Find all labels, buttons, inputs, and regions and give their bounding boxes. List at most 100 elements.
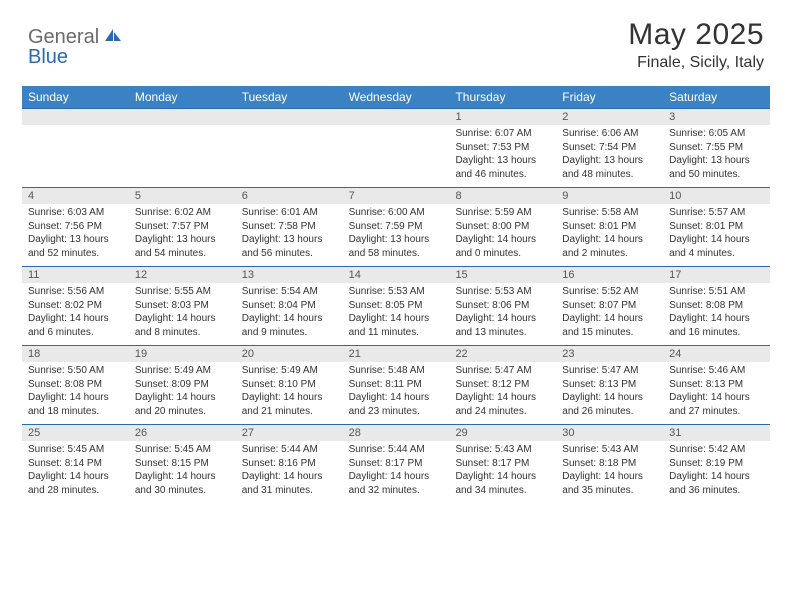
day-number: 12 xyxy=(129,267,236,283)
day-cell xyxy=(343,125,450,187)
day-cell: Sunrise: 5:53 AM Sunset: 8:06 PM Dayligh… xyxy=(449,283,556,345)
brand-text-blue: Blue xyxy=(28,46,68,68)
day-number xyxy=(22,109,129,125)
day-number: 13 xyxy=(236,267,343,283)
week-row: 18192021222324Sunrise: 5:50 AM Sunset: 8… xyxy=(22,345,770,424)
day-number: 28 xyxy=(343,425,450,441)
day-number: 23 xyxy=(556,346,663,362)
day-number-row: 123 xyxy=(22,108,770,125)
day-number: 22 xyxy=(449,346,556,362)
day-cell: Sunrise: 6:06 AM Sunset: 7:54 PM Dayligh… xyxy=(556,125,663,187)
day-number xyxy=(236,109,343,125)
day-header-sun: Sunday xyxy=(22,86,129,108)
day-number: 2 xyxy=(556,109,663,125)
day-cell xyxy=(129,125,236,187)
day-header-tue: Tuesday xyxy=(236,86,343,108)
day-number: 5 xyxy=(129,188,236,204)
day-cell: Sunrise: 5:49 AM Sunset: 8:09 PM Dayligh… xyxy=(129,362,236,424)
day-number: 26 xyxy=(129,425,236,441)
day-content-row: Sunrise: 6:03 AM Sunset: 7:56 PM Dayligh… xyxy=(22,204,770,266)
day-cell: Sunrise: 5:53 AM Sunset: 8:05 PM Dayligh… xyxy=(343,283,450,345)
day-cell: Sunrise: 5:46 AM Sunset: 8:13 PM Dayligh… xyxy=(663,362,770,424)
day-header-fri: Friday xyxy=(556,86,663,108)
day-cell: Sunrise: 5:44 AM Sunset: 8:17 PM Dayligh… xyxy=(343,441,450,503)
day-cell: Sunrise: 5:54 AM Sunset: 8:04 PM Dayligh… xyxy=(236,283,343,345)
week-row: 11121314151617Sunrise: 5:56 AM Sunset: 8… xyxy=(22,266,770,345)
day-number-row: 25262728293031 xyxy=(22,424,770,441)
day-cell: Sunrise: 6:00 AM Sunset: 7:59 PM Dayligh… xyxy=(343,204,450,266)
day-number xyxy=(343,109,450,125)
title-block: May 2025 Finale, Sicily, Italy xyxy=(628,18,764,72)
day-cell: Sunrise: 5:52 AM Sunset: 8:07 PM Dayligh… xyxy=(556,283,663,345)
brand-logo: General xyxy=(28,18,125,49)
day-header-mon: Monday xyxy=(129,86,236,108)
day-number: 3 xyxy=(663,109,770,125)
day-number-row: 11121314151617 xyxy=(22,266,770,283)
day-number: 11 xyxy=(22,267,129,283)
day-cell: Sunrise: 5:49 AM Sunset: 8:10 PM Dayligh… xyxy=(236,362,343,424)
day-cell: Sunrise: 5:48 AM Sunset: 8:11 PM Dayligh… xyxy=(343,362,450,424)
day-cell: Sunrise: 5:50 AM Sunset: 8:08 PM Dayligh… xyxy=(22,362,129,424)
day-number: 6 xyxy=(236,188,343,204)
day-number: 25 xyxy=(22,425,129,441)
day-header-row: Sunday Monday Tuesday Wednesday Thursday… xyxy=(22,86,770,108)
day-content-row: Sunrise: 5:45 AM Sunset: 8:14 PM Dayligh… xyxy=(22,441,770,503)
day-content-row: Sunrise: 5:56 AM Sunset: 8:02 PM Dayligh… xyxy=(22,283,770,345)
day-content-row: Sunrise: 6:07 AM Sunset: 7:53 PM Dayligh… xyxy=(22,125,770,187)
day-number: 27 xyxy=(236,425,343,441)
day-header-thu: Thursday xyxy=(449,86,556,108)
day-number: 4 xyxy=(22,188,129,204)
day-number: 17 xyxy=(663,267,770,283)
week-row: 123Sunrise: 6:07 AM Sunset: 7:53 PM Dayl… xyxy=(22,108,770,187)
day-number: 8 xyxy=(449,188,556,204)
day-number: 1 xyxy=(449,109,556,125)
week-row: 25262728293031Sunrise: 5:45 AM Sunset: 8… xyxy=(22,424,770,503)
day-cell: Sunrise: 5:58 AM Sunset: 8:01 PM Dayligh… xyxy=(556,204,663,266)
day-cell: Sunrise: 5:47 AM Sunset: 8:13 PM Dayligh… xyxy=(556,362,663,424)
day-cell: Sunrise: 5:59 AM Sunset: 8:00 PM Dayligh… xyxy=(449,204,556,266)
day-number: 7 xyxy=(343,188,450,204)
day-cell: Sunrise: 5:43 AM Sunset: 8:17 PM Dayligh… xyxy=(449,441,556,503)
day-number-row: 45678910 xyxy=(22,187,770,204)
weeks-container: 123Sunrise: 6:07 AM Sunset: 7:53 PM Dayl… xyxy=(22,108,770,503)
day-content-row: Sunrise: 5:50 AM Sunset: 8:08 PM Dayligh… xyxy=(22,362,770,424)
day-number: 20 xyxy=(236,346,343,362)
day-cell: Sunrise: 6:05 AM Sunset: 7:55 PM Dayligh… xyxy=(663,125,770,187)
day-cell: Sunrise: 5:43 AM Sunset: 8:18 PM Dayligh… xyxy=(556,441,663,503)
day-number: 19 xyxy=(129,346,236,362)
day-cell: Sunrise: 5:42 AM Sunset: 8:19 PM Dayligh… xyxy=(663,441,770,503)
day-cell: Sunrise: 5:44 AM Sunset: 8:16 PM Dayligh… xyxy=(236,441,343,503)
day-cell: Sunrise: 5:51 AM Sunset: 8:08 PM Dayligh… xyxy=(663,283,770,345)
day-number: 29 xyxy=(449,425,556,441)
day-number: 31 xyxy=(663,425,770,441)
day-cell: Sunrise: 5:55 AM Sunset: 8:03 PM Dayligh… xyxy=(129,283,236,345)
day-cell xyxy=(22,125,129,187)
day-header-sat: Saturday xyxy=(663,86,770,108)
location-subtitle: Finale, Sicily, Italy xyxy=(628,54,764,72)
day-cell: Sunrise: 5:45 AM Sunset: 8:14 PM Dayligh… xyxy=(22,441,129,503)
day-cell: Sunrise: 6:07 AM Sunset: 7:53 PM Dayligh… xyxy=(449,125,556,187)
day-cell: Sunrise: 5:56 AM Sunset: 8:02 PM Dayligh… xyxy=(22,283,129,345)
day-cell: Sunrise: 6:01 AM Sunset: 7:58 PM Dayligh… xyxy=(236,204,343,266)
day-number: 10 xyxy=(663,188,770,204)
week-row: 45678910Sunrise: 6:03 AM Sunset: 7:56 PM… xyxy=(22,187,770,266)
brand-text-blue-wrap: Blue xyxy=(28,46,68,69)
day-cell xyxy=(236,125,343,187)
day-number: 14 xyxy=(343,267,450,283)
day-header-wed: Wednesday xyxy=(343,86,450,108)
day-number: 15 xyxy=(449,267,556,283)
day-number: 24 xyxy=(663,346,770,362)
day-cell: Sunrise: 5:45 AM Sunset: 8:15 PM Dayligh… xyxy=(129,441,236,503)
brand-sail-icon xyxy=(103,27,123,48)
calendar-grid: Sunday Monday Tuesday Wednesday Thursday… xyxy=(22,86,770,503)
day-number: 16 xyxy=(556,267,663,283)
day-number: 9 xyxy=(556,188,663,204)
day-number: 21 xyxy=(343,346,450,362)
day-number: 30 xyxy=(556,425,663,441)
page-header: General May 2025 Finale, Sicily, Italy xyxy=(0,0,792,80)
month-title: May 2025 xyxy=(628,18,764,52)
day-cell: Sunrise: 5:47 AM Sunset: 8:12 PM Dayligh… xyxy=(449,362,556,424)
day-cell: Sunrise: 6:03 AM Sunset: 7:56 PM Dayligh… xyxy=(22,204,129,266)
day-cell: Sunrise: 5:57 AM Sunset: 8:01 PM Dayligh… xyxy=(663,204,770,266)
day-cell: Sunrise: 6:02 AM Sunset: 7:57 PM Dayligh… xyxy=(129,204,236,266)
